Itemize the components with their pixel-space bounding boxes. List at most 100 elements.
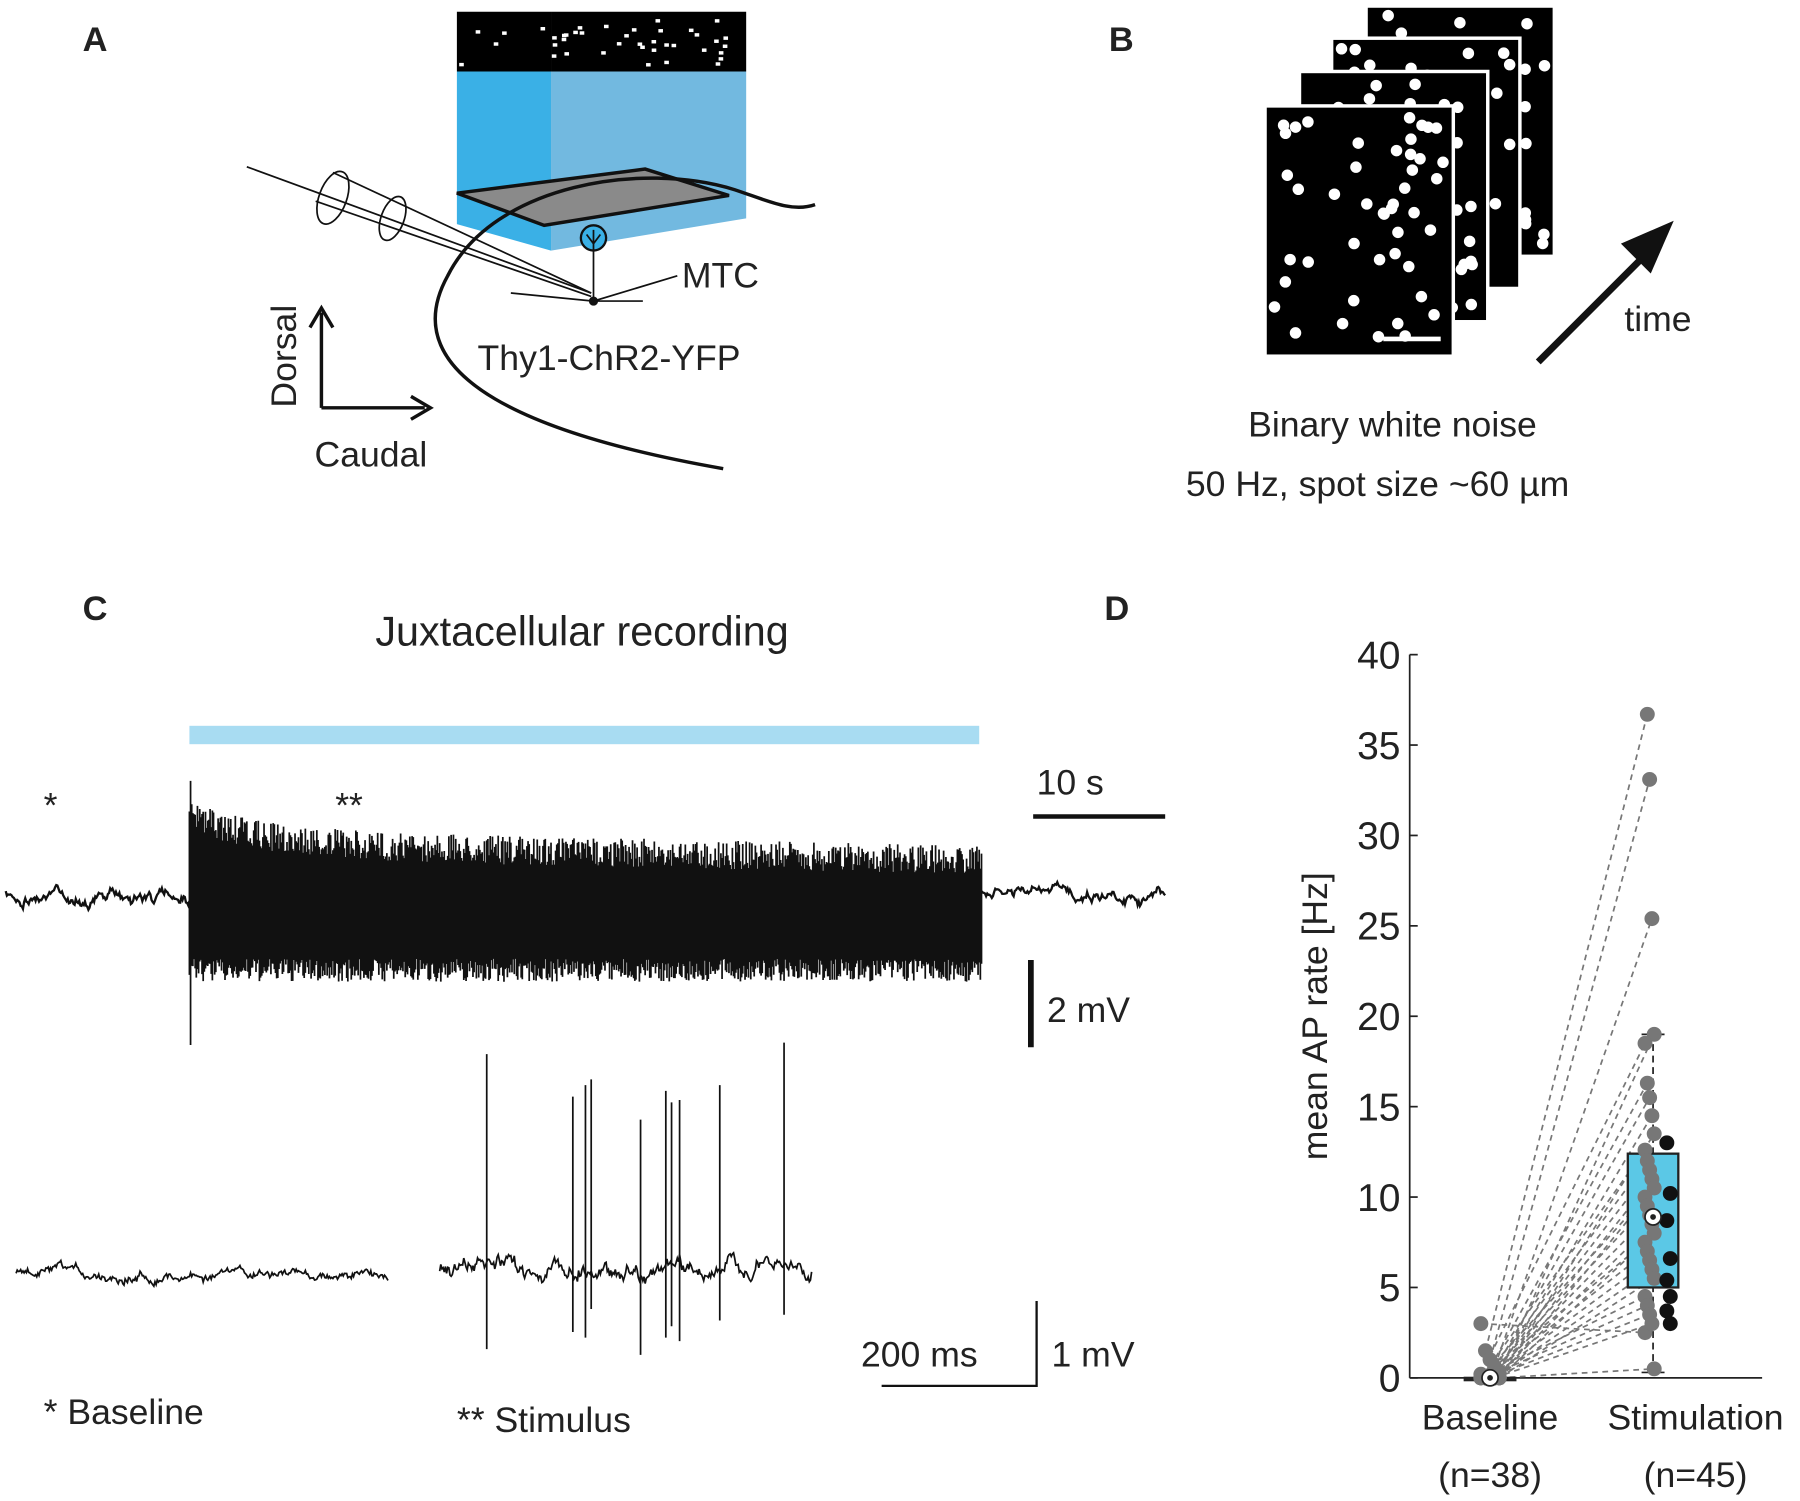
traces	[4, 780, 1167, 1355]
pair-line	[1484, 1250, 1648, 1379]
pair-line	[1484, 1160, 1649, 1379]
point	[1644, 1108, 1660, 1124]
point	[1644, 1316, 1660, 1332]
panel-label: B	[1109, 21, 1134, 59]
noise-spot	[1465, 200, 1477, 213]
noise-dot	[573, 30, 578, 35]
slice-diagram	[246, 11, 816, 471]
noise-spot	[1519, 63, 1531, 75]
noise-dot	[603, 24, 609, 29]
noise-dot	[616, 42, 622, 46]
pair-line	[1489, 1097, 1651, 1379]
noise-dot	[688, 28, 694, 33]
trace	[188, 780, 983, 1045]
noise-dot	[459, 62, 464, 67]
noise-spot	[1521, 18, 1533, 30]
noise-dot	[561, 33, 567, 38]
noise-spot	[1463, 235, 1476, 248]
y-tick-label: 10	[1357, 1177, 1400, 1220]
point	[1659, 1135, 1675, 1151]
noise-spot	[1519, 217, 1532, 230]
noise-dot	[651, 48, 657, 52]
trace	[4, 883, 191, 913]
y-axis-label: mean AP rate [Hz]	[1295, 872, 1335, 1160]
point	[1662, 1289, 1678, 1304]
noise-dot	[658, 29, 663, 33]
noise-spot	[1497, 47, 1510, 59]
point	[1646, 1180, 1662, 1196]
noise-spot	[1389, 247, 1401, 260]
noise-spot	[1503, 58, 1516, 71]
noise-spot	[1281, 169, 1294, 181]
noise-spot	[1520, 137, 1532, 150]
pair-line	[1494, 1268, 1653, 1379]
pair-line	[1484, 714, 1649, 1351]
noise-spot	[1519, 207, 1532, 219]
noise-spot	[1409, 78, 1421, 91]
noise-spot	[1538, 60, 1551, 72]
median-dot	[1650, 1214, 1656, 1220]
noise-spot	[1430, 122, 1443, 134]
noise-dot	[502, 31, 507, 35]
noise-dot	[601, 51, 606, 55]
caption: 50 Hz, spot size ~60 µm	[1186, 464, 1569, 504]
noise-dot	[561, 37, 567, 42]
point	[1639, 1075, 1655, 1091]
scale-label: 10 s	[1037, 763, 1104, 803]
noise-dot	[624, 34, 629, 38]
y-tick-label: 40	[1357, 634, 1400, 677]
noise-spot	[1395, 27, 1408, 39]
arrow-label: time	[1624, 299, 1691, 339]
pair-line	[1480, 1322, 1646, 1334]
scale-label: 1 mV	[1052, 1334, 1135, 1374]
panel-label: D	[1104, 590, 1129, 628]
y-tick-label: 30	[1357, 815, 1400, 858]
noise-spot	[1382, 9, 1394, 22]
noise-spot	[1491, 87, 1503, 99]
noise-spot	[1462, 47, 1475, 60]
pair-line	[1494, 1223, 1653, 1379]
noise-dot	[714, 39, 719, 43]
pair-line	[1484, 1082, 1649, 1377]
marker: **	[335, 786, 363, 826]
scale-label: 2 mV	[1047, 990, 1130, 1030]
pair-line	[1489, 1214, 1651, 1379]
noise-spot	[1328, 188, 1341, 200]
noise-dot	[714, 19, 720, 23]
noise-dot	[664, 60, 669, 65]
point	[1659, 1272, 1675, 1288]
axis-label: Caudal	[315, 434, 428, 474]
point	[1662, 1185, 1678, 1201]
noise-spot	[1392, 226, 1404, 239]
noise-spot	[1279, 127, 1292, 140]
cell-label: MTC	[682, 255, 759, 295]
median-dot	[1487, 1374, 1493, 1381]
noise-spot	[1405, 133, 1417, 145]
panel-label: A	[83, 21, 108, 59]
noise-dot	[564, 52, 570, 56]
pair-line	[1480, 1149, 1646, 1379]
noise-spot	[1372, 330, 1385, 343]
y-tick-label: 5	[1379, 1267, 1401, 1310]
point	[1646, 1270, 1662, 1286]
panel-label: C	[83, 590, 108, 628]
noise-spot	[1404, 148, 1417, 161]
noise-spot	[1387, 198, 1399, 210]
y-tick-label: 0	[1379, 1358, 1401, 1401]
point	[1644, 911, 1660, 927]
noise-dot	[718, 51, 724, 55]
x-tick-label: Baseline	[1422, 1398, 1558, 1438]
noise-spot	[1361, 198, 1373, 210]
noise-spot	[1399, 182, 1411, 194]
noise-spot	[1377, 207, 1390, 220]
x-tick-label: (n=38)	[1438, 1455, 1542, 1495]
noise-dot	[723, 36, 729, 40]
arrow-head	[1620, 220, 1674, 274]
noise-spot	[1437, 156, 1449, 169]
axis-label: Dorsal	[264, 305, 304, 408]
point	[1662, 1316, 1678, 1332]
noise-spot	[1279, 276, 1292, 288]
time-arrow	[1535, 244, 1656, 365]
point	[1646, 1361, 1662, 1377]
